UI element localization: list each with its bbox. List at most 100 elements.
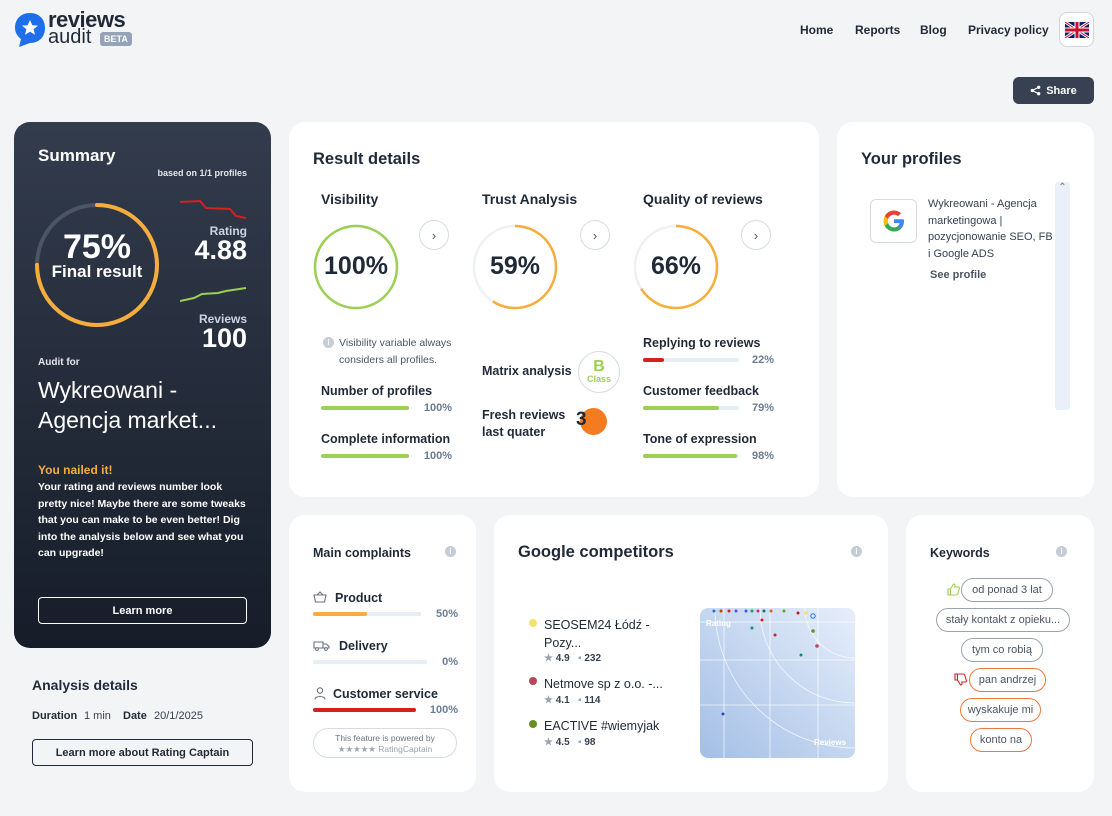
summary-card: Summary based on 1/1 profiles 75% Final …	[14, 122, 271, 648]
based-on-text: based on 1/1 profiles	[157, 168, 247, 178]
keyword-negative[interactable]: konto na	[970, 728, 1032, 752]
keyword-negative[interactable]: wyskakuje mi	[960, 698, 1041, 722]
truck-icon	[313, 641, 330, 651]
complaint-bar-fill	[313, 612, 367, 616]
rating-trend-sparkline	[180, 199, 246, 219]
keywords-card: Keywords i od ponad 3 lat stały kontakt …	[906, 515, 1094, 792]
powered-by-text: This feature is powered by	[335, 733, 435, 743]
trust-ring	[472, 224, 558, 310]
language-switcher[interactable]	[1059, 12, 1094, 47]
nav-blog[interactable]: Blog	[920, 23, 947, 37]
visibility-ring	[313, 224, 399, 310]
reviews-value: 100	[201, 323, 247, 353]
plot-point	[744, 609, 748, 613]
info-icon[interactable]: i	[851, 546, 862, 557]
competitor-meta: ★ 4.9 ▪ 232	[544, 653, 601, 664]
nav-privacy-policy[interactable]: Privacy policy	[968, 23, 1049, 37]
plot-point	[719, 609, 723, 613]
complaint-value: 50%	[435, 608, 458, 620]
reviews-label: Reviews	[198, 312, 247, 326]
metric-bar-fill	[643, 406, 719, 410]
profiles-scrollbar[interactable]: ⌃	[1055, 182, 1070, 410]
main-complaints-title: Main complaints	[313, 546, 411, 560]
complaint-bar-track	[313, 660, 427, 664]
main-complaints-card: Main complaints i Product 50% Delivery 0…	[289, 515, 476, 792]
nav-reports[interactable]: Reports	[855, 23, 901, 37]
metric-value: 98%	[751, 450, 774, 462]
plot-point	[721, 712, 725, 716]
competitor-name[interactable]: EACTIVE #wiemyjak	[544, 719, 660, 733]
competitor-reviews: 114	[584, 695, 601, 706]
company-name: Wykreowani - Agencja market...	[38, 375, 217, 435]
rating-captain-button[interactable]: Learn more about Rating Captain	[32, 739, 253, 766]
competitor-reviews: 98	[584, 737, 596, 748]
keyword-positive[interactable]: od ponad 3 lat	[961, 578, 1053, 602]
share-button[interactable]: Share	[1013, 77, 1094, 104]
visibility-details-button[interactable]: ›	[419, 220, 449, 250]
plot-point	[796, 611, 800, 615]
quality-details-button[interactable]: ›	[741, 220, 771, 250]
competitor-name[interactable]: SEOSEM24 Łódź -	[544, 618, 650, 632]
thumbs-down-icon	[954, 673, 967, 686]
logo-star-icon	[15, 13, 45, 47]
competitor-dot	[529, 720, 537, 728]
metric-bar-fill	[643, 454, 738, 458]
scroll-up-icon[interactable]: ⌃	[1058, 182, 1067, 193]
keyword-positive[interactable]: stały kontakt z opieku...	[936, 608, 1070, 632]
rating-value: 4.88	[194, 235, 247, 265]
date-value: 20/1/2025	[154, 710, 203, 722]
result-details-title: Result details	[313, 150, 421, 168]
fresh-reviews-badge	[580, 408, 607, 435]
competitor-meta: ★ 4.1 ▪ 114	[544, 695, 600, 706]
logo-text-reviews: reviews	[48, 7, 126, 32]
plot-point	[811, 629, 815, 633]
plot-point	[762, 609, 766, 613]
complaint-bar-track	[313, 612, 421, 616]
learn-more-button[interactable]: Learn more	[38, 597, 247, 624]
plot-point	[734, 609, 738, 613]
final-result-percent: 75%	[62, 228, 132, 266]
info-icon[interactable]: i	[1056, 546, 1067, 557]
plot-point	[804, 611, 808, 615]
see-profile-link[interactable]: See profile	[930, 269, 987, 281]
keywords-title: Keywords	[930, 546, 990, 560]
plot-point	[773, 633, 777, 637]
nav-home[interactable]: Home	[800, 23, 834, 37]
chevron-right-icon: ›	[592, 227, 598, 243]
competitor-dot	[529, 619, 537, 627]
logo[interactable]	[14, 12, 46, 53]
plot-reviews-label: Reviews	[814, 738, 847, 747]
fresh-reviews-label: Fresh reviews	[482, 408, 566, 422]
metric-bar-fill	[643, 358, 665, 362]
fresh-reviews-label-2: last quater	[482, 425, 546, 439]
keyword-positive[interactable]: tym co robią	[961, 638, 1043, 662]
analysis-details-title: Analysis details	[32, 677, 138, 693]
rating-captain-name: RatingCaptain	[378, 744, 433, 754]
plot-point	[769, 609, 773, 613]
quality-ring	[633, 224, 719, 310]
info-icon[interactable]: i	[445, 546, 456, 557]
metric-label: Tone of expression	[643, 432, 757, 446]
trust-value: 59%	[489, 252, 541, 280]
keyword-negative[interactable]: pan andrzej	[969, 668, 1046, 692]
plot-point	[727, 609, 731, 613]
reviews-trend-sparkline	[180, 287, 246, 302]
plot-points	[712, 609, 819, 716]
plot-point	[760, 618, 764, 622]
complaint-value: 0%	[442, 656, 458, 668]
competitor-name[interactable]: Netmove sp z o.o. -...	[544, 677, 663, 691]
plot-point	[799, 653, 803, 657]
google-competitors-card: Google competitors i SEOSEM24 Łódź - Poz…	[494, 515, 888, 792]
plot-point	[750, 626, 754, 630]
plot-rating-label: Rating	[706, 619, 731, 628]
matrix-class-label: Class	[586, 374, 612, 384]
beta-badge: BETA	[100, 32, 132, 46]
matrix-grade: B	[593, 358, 605, 375]
powered-by-badge[interactable]: This feature is powered by ★★★★★ RatingC…	[313, 728, 457, 758]
trust-details-button[interactable]: ›	[580, 220, 610, 250]
your-profiles-card: Your profiles Wykreowani - Agencja marke…	[837, 122, 1094, 497]
result-details-card: Result details Visibility 100% › i Visib…	[289, 122, 819, 497]
rating-label: Rating	[209, 224, 247, 238]
comment-icon: ▪	[578, 653, 582, 664]
date-label: Date	[123, 710, 147, 722]
